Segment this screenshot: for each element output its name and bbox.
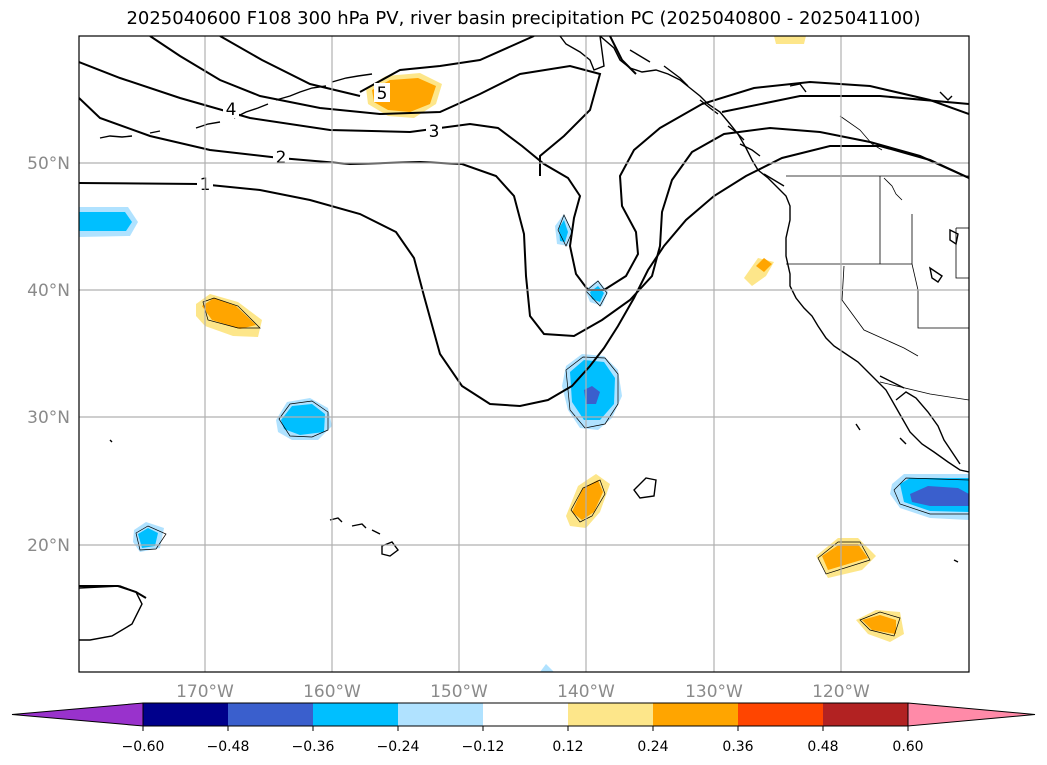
longitude-tick-label: 120°W bbox=[812, 682, 870, 702]
colorbar-extend-min bbox=[11, 702, 144, 727]
graticule bbox=[79, 36, 969, 672]
longitude-tick-label: 150°W bbox=[430, 682, 488, 702]
anomaly-patch bbox=[138, 528, 158, 548]
colorbar-extend-max bbox=[907, 702, 1036, 727]
colorbar-segment bbox=[143, 703, 228, 726]
pv-contour-2 bbox=[79, 97, 969, 338]
pv-label-background bbox=[223, 99, 239, 118]
colorbar-segment bbox=[398, 703, 483, 726]
pv-contours bbox=[79, 36, 969, 599]
pv-label-background bbox=[374, 83, 390, 102]
pv-contour-1 bbox=[79, 145, 969, 408]
latitude-tick-label: 20°N bbox=[27, 536, 70, 556]
colorbar-segment bbox=[228, 703, 313, 726]
colorbar-tick-label: 0.12 bbox=[552, 739, 583, 755]
anomaly-patch bbox=[540, 664, 554, 672]
colorbar-tick-label: 0.24 bbox=[637, 739, 668, 755]
colorbar-tick-label: −0.48 bbox=[207, 739, 250, 755]
latitude-tick-label: 50°N bbox=[27, 154, 70, 174]
pv-contour-9 bbox=[79, 585, 147, 599]
colorbar-tick-label: −0.60 bbox=[122, 739, 165, 755]
anomaly-patch bbox=[774, 36, 806, 44]
anomaly-patch bbox=[584, 386, 600, 404]
latitude-labels: 50°N 40°N 30°N 20°N bbox=[27, 154, 70, 556]
colorbar-segment bbox=[823, 703, 908, 726]
pv-label-background bbox=[426, 121, 442, 140]
colorbar-tick-label: −0.36 bbox=[292, 739, 335, 755]
colorbar-segment bbox=[568, 703, 653, 726]
colorbar-segment bbox=[483, 703, 568, 726]
colorbar-segment bbox=[738, 703, 823, 726]
longitude-tick-label: 140°W bbox=[557, 682, 615, 702]
pv-contour-label: 3 bbox=[429, 122, 440, 142]
pv-contour-label: 2 bbox=[276, 148, 287, 168]
anomaly-patch bbox=[910, 486, 969, 506]
longitude-labels: 170°W 160°W 150°W 140°W 130°W 120°W bbox=[176, 682, 870, 702]
anomaly-patch bbox=[572, 480, 603, 520]
colorbar-segment bbox=[313, 703, 398, 726]
latitude-tick-label: 30°N bbox=[27, 408, 70, 428]
anomaly-patch bbox=[756, 258, 772, 272]
pv-contour-6 bbox=[219, 36, 361, 97]
colorbar-tick-label: 0.48 bbox=[807, 739, 838, 755]
pv-label-background bbox=[273, 147, 289, 166]
colorbar-tick-label: −0.12 bbox=[462, 739, 505, 755]
pv-contour-label: 4 bbox=[226, 100, 237, 120]
longitude-tick-label: 160°W bbox=[303, 682, 361, 702]
colorbar-tick-label: 0.60 bbox=[892, 739, 923, 755]
longitude-tick-label: 170°W bbox=[176, 682, 234, 702]
pv-contour-4 bbox=[149, 36, 602, 176]
anomaly-patch bbox=[79, 212, 132, 231]
pv-contour-7 bbox=[609, 36, 637, 75]
longitude-tick-label: 130°W bbox=[685, 682, 743, 702]
map-title: 2025040600 F108 300 hPa PV, river basin … bbox=[126, 8, 921, 29]
political-borders bbox=[786, 115, 969, 401]
pv-contour-8 bbox=[721, 95, 969, 113]
anomaly-patch bbox=[862, 615, 896, 634]
pv-contour-label: 5 bbox=[377, 84, 388, 104]
colorbar-segment bbox=[653, 703, 738, 726]
colorbar-frame bbox=[142, 702, 909, 727]
anomaly-patch bbox=[822, 544, 868, 570]
colorbar-tick-label: 0.36 bbox=[722, 739, 753, 755]
pv-contour-3 bbox=[79, 61, 969, 291]
anomaly-patch bbox=[202, 298, 256, 329]
pv-contour-5 bbox=[359, 36, 535, 93]
map-frame bbox=[78, 35, 970, 673]
latitude-tick-label: 40°N bbox=[27, 281, 70, 301]
colorbar: −0.60 −0.48 −0.36 −0.24 −0.12 0.12 0.24 0.36 0.4… bbox=[11, 702, 1036, 755]
anomaly-patch bbox=[281, 404, 325, 435]
colorbar-tick-label: −0.24 bbox=[377, 739, 420, 755]
